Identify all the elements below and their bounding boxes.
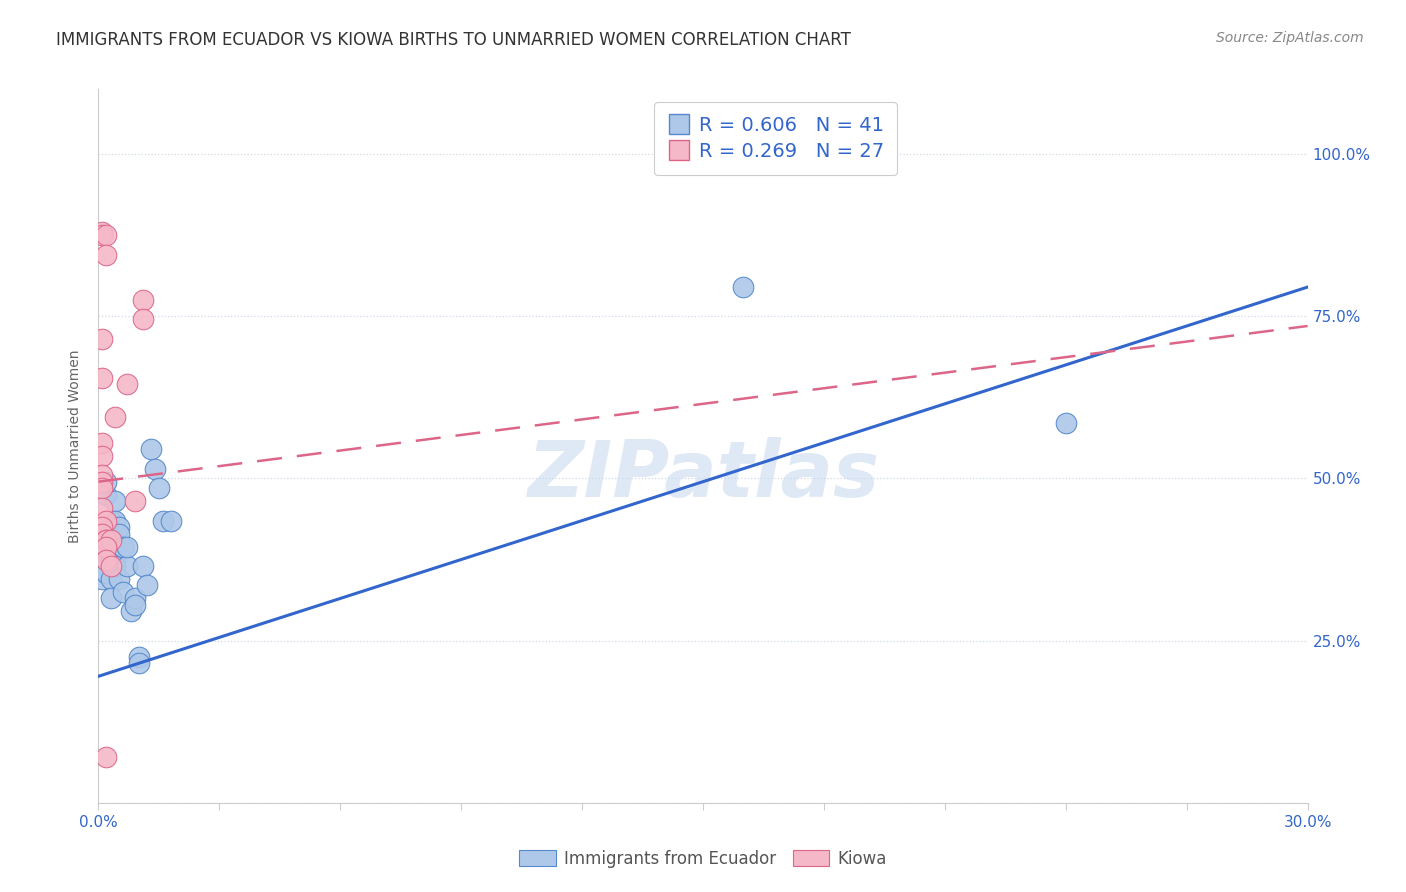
Point xyxy=(100,559,122,574)
Point xyxy=(148,481,170,495)
Point xyxy=(107,520,129,534)
Point xyxy=(160,514,183,528)
Point xyxy=(103,514,125,528)
Point xyxy=(103,552,125,566)
Point xyxy=(120,604,142,618)
Point xyxy=(107,526,129,541)
Point xyxy=(91,449,114,463)
Point xyxy=(132,559,155,574)
Point xyxy=(96,488,118,502)
Point xyxy=(91,549,114,564)
Legend: R = 0.606   N = 41, R = 0.269   N = 27: R = 0.606 N = 41, R = 0.269 N = 27 xyxy=(654,103,897,175)
Point xyxy=(91,332,114,346)
Point xyxy=(91,500,114,515)
Point xyxy=(91,562,114,576)
Point xyxy=(91,526,114,541)
Point xyxy=(111,540,134,554)
Point xyxy=(96,552,118,566)
Point xyxy=(96,530,118,544)
Point xyxy=(100,514,122,528)
Point xyxy=(103,409,125,424)
Point xyxy=(91,225,114,239)
Point xyxy=(124,591,146,606)
Y-axis label: Births to Unmarried Women: Births to Unmarried Women xyxy=(69,350,83,542)
Point xyxy=(91,468,114,483)
Point xyxy=(100,526,122,541)
Point xyxy=(96,540,118,554)
Point xyxy=(124,598,146,612)
Point xyxy=(733,153,755,168)
Point xyxy=(733,280,755,294)
Point xyxy=(91,520,114,534)
Point xyxy=(115,559,138,574)
Point xyxy=(115,540,138,554)
Point xyxy=(96,247,118,261)
Point xyxy=(103,559,125,574)
Point xyxy=(96,750,118,764)
Point xyxy=(96,533,118,547)
Point xyxy=(96,540,118,554)
Point xyxy=(115,377,138,392)
Point xyxy=(139,442,162,457)
Point xyxy=(91,572,114,586)
Legend: Immigrants from Ecuador, Kiowa: Immigrants from Ecuador, Kiowa xyxy=(512,844,894,875)
Point xyxy=(1054,417,1077,431)
Point xyxy=(96,228,118,243)
Point xyxy=(91,371,114,385)
Point xyxy=(107,572,129,586)
Point xyxy=(128,649,150,664)
Point xyxy=(96,475,118,489)
Point xyxy=(96,566,118,580)
Point xyxy=(124,494,146,508)
Point xyxy=(132,293,155,307)
Point xyxy=(132,312,155,326)
Text: ZIPatlas: ZIPatlas xyxy=(527,436,879,513)
Text: Source: ZipAtlas.com: Source: ZipAtlas.com xyxy=(1216,31,1364,45)
Point xyxy=(100,591,122,606)
Point xyxy=(111,585,134,599)
Point xyxy=(103,494,125,508)
Point xyxy=(100,572,122,586)
Point xyxy=(135,578,157,592)
Point xyxy=(91,475,114,489)
Point xyxy=(91,481,114,495)
Point xyxy=(96,552,118,566)
Text: IMMIGRANTS FROM ECUADOR VS KIOWA BIRTHS TO UNMARRIED WOMEN CORRELATION CHART: IMMIGRANTS FROM ECUADOR VS KIOWA BIRTHS … xyxy=(56,31,851,49)
Point xyxy=(100,552,122,566)
Point xyxy=(143,461,166,475)
Point xyxy=(152,514,174,528)
Point xyxy=(128,657,150,671)
Point xyxy=(100,533,122,547)
Point xyxy=(91,228,114,243)
Point xyxy=(91,559,114,574)
Point xyxy=(91,435,114,450)
Point xyxy=(96,514,118,528)
Point xyxy=(96,533,118,547)
